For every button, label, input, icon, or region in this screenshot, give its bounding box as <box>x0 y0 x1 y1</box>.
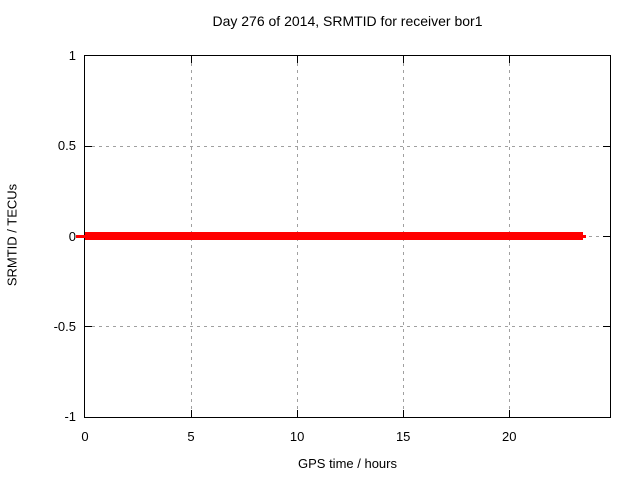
y-tick-label: -1 <box>64 409 76 424</box>
x-tick-mark-bottom <box>190 409 192 417</box>
y-tick-label: -0.5 <box>53 318 76 334</box>
x-tick-mark-top <box>296 55 298 63</box>
x-tick-label: 5 <box>187 429 195 444</box>
y-tick-mark-left <box>84 326 92 328</box>
x-tick-label: 15 <box>395 429 411 444</box>
y-tick-label: 0.5 <box>57 138 76 154</box>
y-tick-mark-right <box>602 236 610 237</box>
x-tick-label: 10 <box>289 429 305 444</box>
y-tick-label: 1 <box>68 48 76 63</box>
data-line <box>84 232 583 240</box>
plot-area <box>76 54 611 418</box>
y-tick-mark-right <box>602 145 610 147</box>
x-tick-mark-top <box>402 55 404 63</box>
x-tick-mark-bottom <box>508 409 510 417</box>
horizontal-gridline <box>84 326 610 328</box>
x-axis-label: GPS time / hours <box>298 456 397 471</box>
x-tick-mark-bottom <box>296 409 298 417</box>
horizontal-gridline <box>84 145 610 147</box>
chart-title: Day 276 of 2014, SRMTID for receiver bor… <box>212 13 483 29</box>
x-tick-mark-top <box>508 55 510 63</box>
x-tick-label: 0 <box>81 429 89 444</box>
x-tick-mark-bottom <box>402 409 404 417</box>
y-tick-mark-right <box>602 326 610 328</box>
x-tick-mark-top <box>190 55 192 63</box>
y-tick-label: 0 <box>68 228 76 244</box>
x-tick-label: 20 <box>502 429 517 444</box>
y-tick-mark-left <box>84 145 92 147</box>
